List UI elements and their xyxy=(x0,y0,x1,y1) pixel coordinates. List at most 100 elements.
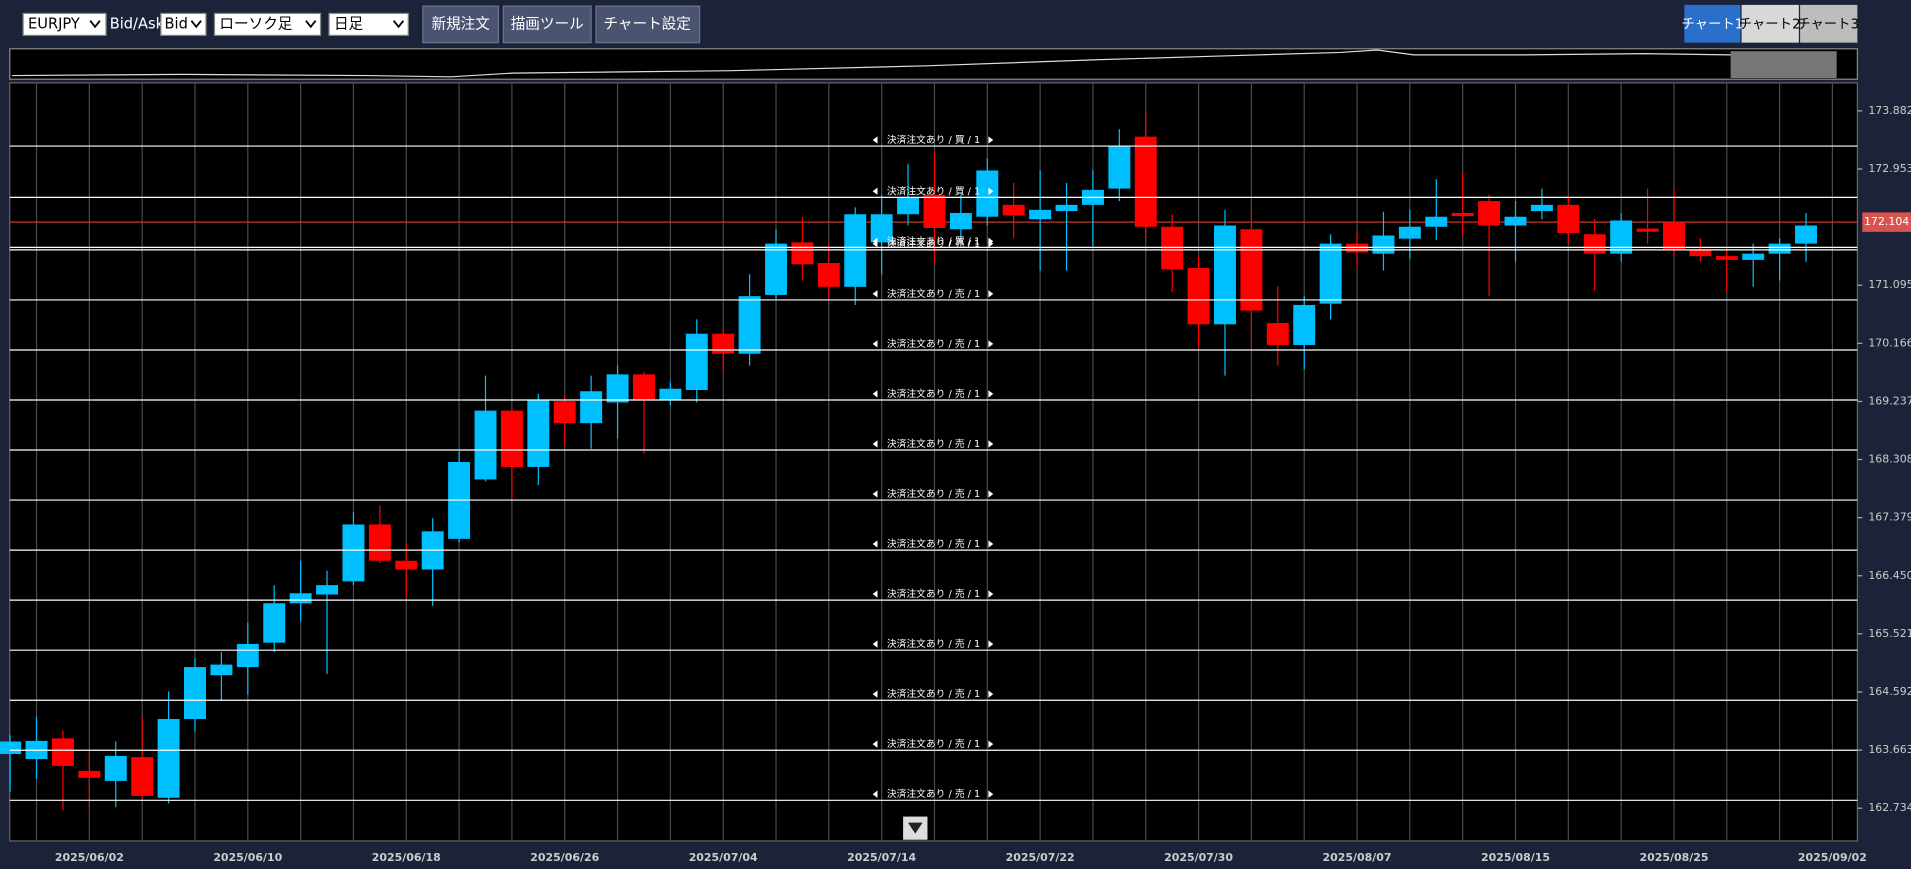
chart-settings-button[interactable] xyxy=(595,5,701,44)
candle-body xyxy=(395,560,418,570)
bid-ask-label: Bid/Ask xyxy=(110,15,165,32)
order-label: 決済注文あり / 売 / 1 xyxy=(887,637,980,650)
chart-tab-active[interactable] xyxy=(1684,4,1741,43)
candle-body xyxy=(1055,204,1078,212)
chart-tab[interactable] xyxy=(1741,4,1799,43)
candle-body xyxy=(157,718,180,798)
candle-body xyxy=(184,667,206,719)
order-arrow-left xyxy=(872,790,878,798)
candle-body xyxy=(131,757,154,796)
dropdown-arrow xyxy=(190,20,202,29)
order-arrow-left xyxy=(872,640,878,648)
order-label: 決済注文あり / 売 / 1 xyxy=(887,687,980,700)
candle-body xyxy=(632,374,655,401)
candle-body xyxy=(289,593,312,604)
price-type: Bid xyxy=(165,15,188,32)
order-arrow-right xyxy=(988,790,994,798)
order-label: 決済注文あり / 売 / 1 xyxy=(887,287,980,300)
candle-body xyxy=(553,401,576,424)
candle-body xyxy=(1451,212,1474,217)
candle-body xyxy=(817,263,840,287)
y-tick-label: 168.308 xyxy=(1868,453,1911,466)
candle-body xyxy=(236,643,259,668)
tab-label: チャート1 xyxy=(1681,17,1743,32)
order-arrow-right xyxy=(988,490,994,498)
candle-body xyxy=(1530,204,1553,212)
candle-body xyxy=(342,524,365,582)
candle-body xyxy=(51,738,74,766)
x-tick-label: 2025/07/30 xyxy=(1164,851,1233,864)
candle-body xyxy=(263,603,286,643)
order-label: 決済注文あり / 売 / 1 xyxy=(887,587,980,600)
chart-style-select[interactable] xyxy=(213,12,322,36)
candle-body xyxy=(1662,222,1685,250)
x-tick-label: 2025/06/10 xyxy=(213,851,282,864)
y-tick-label: 173.882 xyxy=(1868,104,1911,117)
candle-body xyxy=(1346,243,1369,253)
y-tick-label: 166.450 xyxy=(1868,569,1911,582)
timeframe-select[interactable] xyxy=(328,12,409,36)
order-arrow-left xyxy=(872,136,878,144)
order-label: 決済注文あり / 売 / 1 xyxy=(887,787,980,800)
y-tick-label: 164.592 xyxy=(1868,685,1911,698)
candle-body xyxy=(1795,225,1817,244)
order-arrow-right xyxy=(988,136,994,144)
order-arrow-right xyxy=(988,187,994,195)
candle-body xyxy=(210,664,233,676)
candle-body xyxy=(844,214,867,287)
order-arrow-left xyxy=(872,440,878,448)
x-tick-label: 2025/07/14 xyxy=(847,851,916,864)
x-tick-label: 2025/06/02 xyxy=(55,851,124,864)
candle-body xyxy=(580,391,603,424)
order-arrow-right xyxy=(988,690,994,698)
tab-label: チャート3 xyxy=(1797,17,1859,32)
order-arrow-right xyxy=(988,390,994,398)
order-label: 決済注文あり / 売 / 1 xyxy=(887,337,980,350)
candle-body xyxy=(765,243,787,295)
current-price-label: 172.104 xyxy=(1864,215,1909,228)
dropdown-arrow xyxy=(305,20,317,29)
order-arrow-right xyxy=(988,640,994,648)
symbol: EURJPY xyxy=(28,15,80,32)
candle-body xyxy=(1293,304,1316,345)
candle-body xyxy=(1504,216,1527,226)
x-tick-label: 2025/07/04 xyxy=(689,851,758,864)
navigator-thumb[interactable] xyxy=(1730,51,1837,79)
candle-body xyxy=(1689,249,1712,257)
candle-body xyxy=(527,400,550,467)
order-arrow-left xyxy=(872,340,878,348)
order-label: 決済注文あり / 売 / 1 xyxy=(887,387,980,400)
candle-body xyxy=(738,296,761,354)
price-type-select[interactable] xyxy=(160,12,207,36)
current-price-tag xyxy=(1862,212,1911,232)
candle-body xyxy=(870,214,893,243)
new-order-button[interactable] xyxy=(422,5,500,44)
draw-tool-button[interactable] xyxy=(502,5,592,44)
order-arrow-right xyxy=(988,440,994,448)
candle-body xyxy=(1134,136,1157,227)
tab-label: チャート2 xyxy=(1739,17,1801,32)
x-tick-label: 2025/06/26 xyxy=(530,851,599,864)
order-arrow-right xyxy=(988,590,994,598)
candle-body xyxy=(1425,216,1448,227)
order-label: 決済注文あり / 売 / 1 xyxy=(887,437,980,450)
symbol-select[interactable] xyxy=(22,12,107,36)
y-tick-label: 162.734 xyxy=(1868,801,1911,814)
order-arrow-right xyxy=(988,740,994,748)
candle-body xyxy=(0,741,22,755)
candle-body xyxy=(897,197,920,215)
candle-body xyxy=(1583,234,1606,254)
chart-tab[interactable] xyxy=(1800,4,1858,43)
candle-body xyxy=(712,333,735,354)
candle-body xyxy=(1636,228,1659,232)
order-arrow-right xyxy=(988,340,994,348)
order-label: 決済注文あり / 買 / 1 xyxy=(887,234,980,247)
timeframe: 日足 xyxy=(334,15,364,32)
order-arrow-left xyxy=(872,240,878,248)
x-tick-label: 2025/06/18 xyxy=(372,851,441,864)
navigator[interactable] xyxy=(9,48,1858,80)
order-arrow-left xyxy=(872,540,878,548)
candle-body xyxy=(949,212,972,230)
candle-body xyxy=(606,374,629,403)
